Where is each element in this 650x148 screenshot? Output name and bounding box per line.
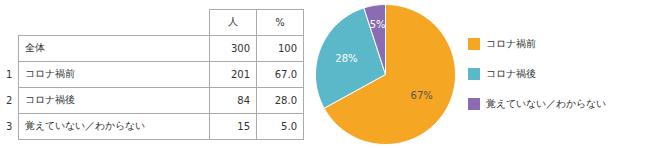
svg-text:67%: 67% <box>411 90 433 101</box>
html-text:201: 201 <box>230 68 250 80</box>
html-text:1: 1 <box>6 68 13 80</box>
html-text:コロナ禍後: コロナ禍後 <box>486 68 536 79</box>
html-text:コロナ禍後: コロナ禍後 <box>25 94 75 105</box>
html-text:コロナ禍前: コロナ禍前 <box>25 68 75 79</box>
html-text:覚えていない／わからない: 覚えていない／わからない <box>486 98 606 109</box>
html-text:コロナ禍前: コロナ禍前 <box>486 38 536 49</box>
html-text:全体: 全体 <box>25 42 45 53</box>
html-text:84: 84 <box>237 94 250 106</box>
html-text:3: 3 <box>6 120 13 132</box>
html-text:15: 15 <box>237 120 250 132</box>
html-text:覚えていない／わからない: 覚えていない／わからない <box>25 120 145 131</box>
html-text:人: 人 <box>228 16 238 27</box>
html-text:28.0: 28.0 <box>274 94 297 106</box>
html-text:5.0: 5.0 <box>281 120 297 132</box>
html-text:300: 300 <box>230 42 250 54</box>
html-text:100: 100 <box>277 42 297 54</box>
html-text:67.0: 67.0 <box>274 68 297 80</box>
svg-text:28%: 28% <box>335 53 357 64</box>
html-text:2: 2 <box>6 94 13 106</box>
svg-text:5%: 5% <box>370 19 386 30</box>
